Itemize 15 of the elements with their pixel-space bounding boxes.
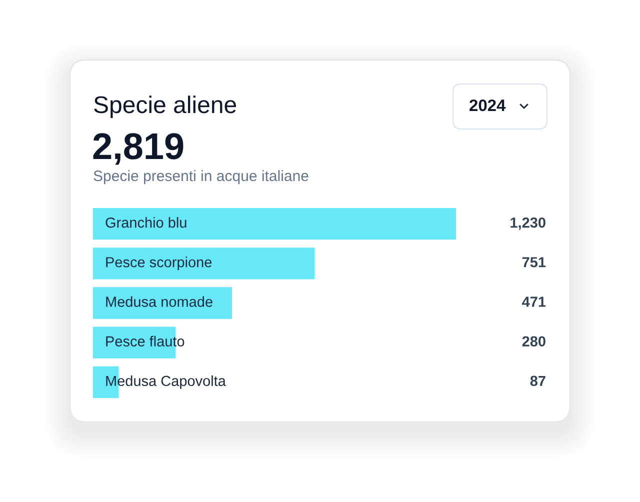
bar: [93, 287, 232, 319]
data-label: 751: [522, 257, 546, 268]
chart-title: Specie aliene: [94, 96, 236, 118]
data-label: 1,230: [510, 217, 546, 230]
y-tick-label: Medusa nomade: [106, 296, 212, 307]
bar: [93, 208, 456, 240]
data-label: 280: [522, 336, 546, 346]
data-label: 87: [530, 376, 546, 386]
data-label: 471: [522, 296, 546, 307]
bar: [93, 248, 315, 280]
chart-subtitle: Specie presenti in acque italiane: [94, 170, 308, 184]
y-tick-label: Granchio blu: [106, 217, 186, 228]
y-tick-label: Pesce scorpione: [106, 256, 212, 270]
text: 2,819: [93, 133, 184, 165]
text: 2024: [470, 99, 506, 112]
